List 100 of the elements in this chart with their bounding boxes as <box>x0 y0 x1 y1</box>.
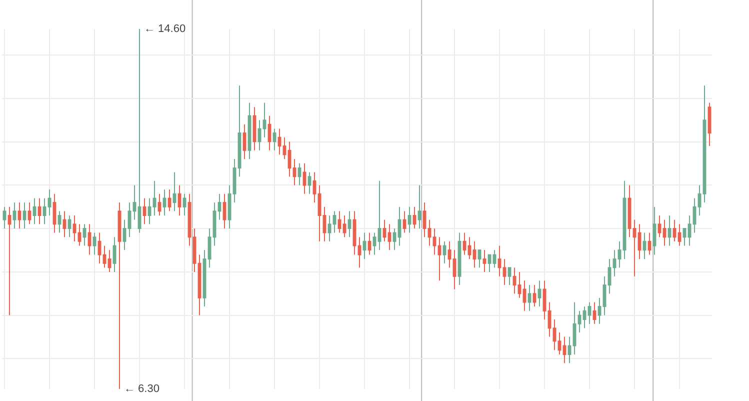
candlestick <box>22 202 26 229</box>
candlestick <box>72 214 76 242</box>
candlestick <box>592 302 596 324</box>
candlestick <box>432 228 436 256</box>
candlestick <box>632 219 636 277</box>
candlestick <box>668 214 672 246</box>
candlestick <box>528 284 532 312</box>
candlestick <box>348 210 352 238</box>
candlestick <box>588 302 592 324</box>
candlestick <box>538 280 542 308</box>
candlestick <box>682 228 686 246</box>
candlestick <box>508 267 512 286</box>
candlestick <box>218 193 222 220</box>
candlestick <box>458 232 462 286</box>
candlestick <box>422 202 426 238</box>
candlestick <box>492 250 496 268</box>
candlestick <box>68 214 72 238</box>
candlestick <box>112 236 116 272</box>
candlestick <box>622 180 626 260</box>
candlestick <box>698 184 702 216</box>
candlestick <box>412 206 416 229</box>
candlestick <box>688 214 692 246</box>
candlestick <box>338 210 342 234</box>
candlestick <box>128 202 132 238</box>
candlestick <box>512 267 516 294</box>
candlestick <box>702 85 706 204</box>
candlestick <box>522 280 526 312</box>
candlestick <box>362 232 366 260</box>
candlestick <box>548 302 552 338</box>
candlestick <box>572 302 576 355</box>
candlestick <box>278 128 282 156</box>
candlestick <box>368 232 372 256</box>
candlestick <box>392 228 396 251</box>
candlestick <box>168 189 172 212</box>
candlestick <box>42 198 46 225</box>
candlestick <box>402 210 406 234</box>
candlestick <box>88 224 92 256</box>
candlestick <box>232 158 236 204</box>
candlestick <box>642 232 646 260</box>
candlestick <box>188 193 192 246</box>
candlestick <box>562 336 566 364</box>
candlestick <box>358 236 362 268</box>
candlestick <box>92 232 96 256</box>
candlestick <box>48 189 52 216</box>
candlestick <box>398 206 402 246</box>
candlestick <box>382 219 386 242</box>
candlestick <box>248 102 252 160</box>
candlestick <box>542 280 546 320</box>
candlestick <box>388 224 392 251</box>
candlestick <box>472 240 476 268</box>
candlestick <box>212 202 216 246</box>
candlestick <box>202 250 206 308</box>
candlestick <box>608 258 612 294</box>
candlestick <box>488 254 492 272</box>
candlestick <box>662 219 666 246</box>
candlestick <box>178 184 182 216</box>
candlestick <box>52 193 56 234</box>
candlestick <box>372 232 376 256</box>
candlestick <box>148 198 152 225</box>
candlestick <box>172 172 176 212</box>
candlestick <box>418 184 422 229</box>
candlestick <box>82 224 86 246</box>
candlestick <box>518 272 522 298</box>
candlestick <box>122 219 126 251</box>
candlestick <box>352 210 356 256</box>
candlestick <box>328 214 332 242</box>
candlestick <box>318 184 322 242</box>
candlestick <box>8 206 12 316</box>
candlestick <box>658 214 662 238</box>
candlestick <box>568 336 572 364</box>
candlestick <box>342 214 346 238</box>
candlestick <box>532 284 536 308</box>
candlestick <box>442 240 446 264</box>
candlestick <box>132 184 136 220</box>
candlestick <box>282 136 286 160</box>
candlestick <box>578 310 582 333</box>
candlestick <box>118 202 122 389</box>
candlestick <box>478 250 482 268</box>
candlestick <box>552 319 556 351</box>
candlestick <box>428 219 432 246</box>
candlestick <box>708 102 712 146</box>
candlestick <box>628 184 632 238</box>
candlestick <box>678 224 682 246</box>
annotation: ← 6.30 <box>124 383 160 395</box>
candlestick <box>78 224 82 246</box>
annotation: ← 14.60 <box>144 23 186 35</box>
candlestick <box>638 224 642 260</box>
candlestick <box>438 236 442 282</box>
candlestick <box>102 245 106 268</box>
candlestick <box>378 180 382 251</box>
candlestick <box>262 102 266 138</box>
candlestick <box>208 228 212 268</box>
candlestick <box>252 106 256 151</box>
candlestick <box>672 219 676 242</box>
candlestick <box>98 232 102 264</box>
candlestick <box>38 198 42 225</box>
candlestick <box>222 193 226 229</box>
candlestick <box>312 172 316 204</box>
candlestick <box>288 141 292 178</box>
candlestick <box>182 193 186 216</box>
